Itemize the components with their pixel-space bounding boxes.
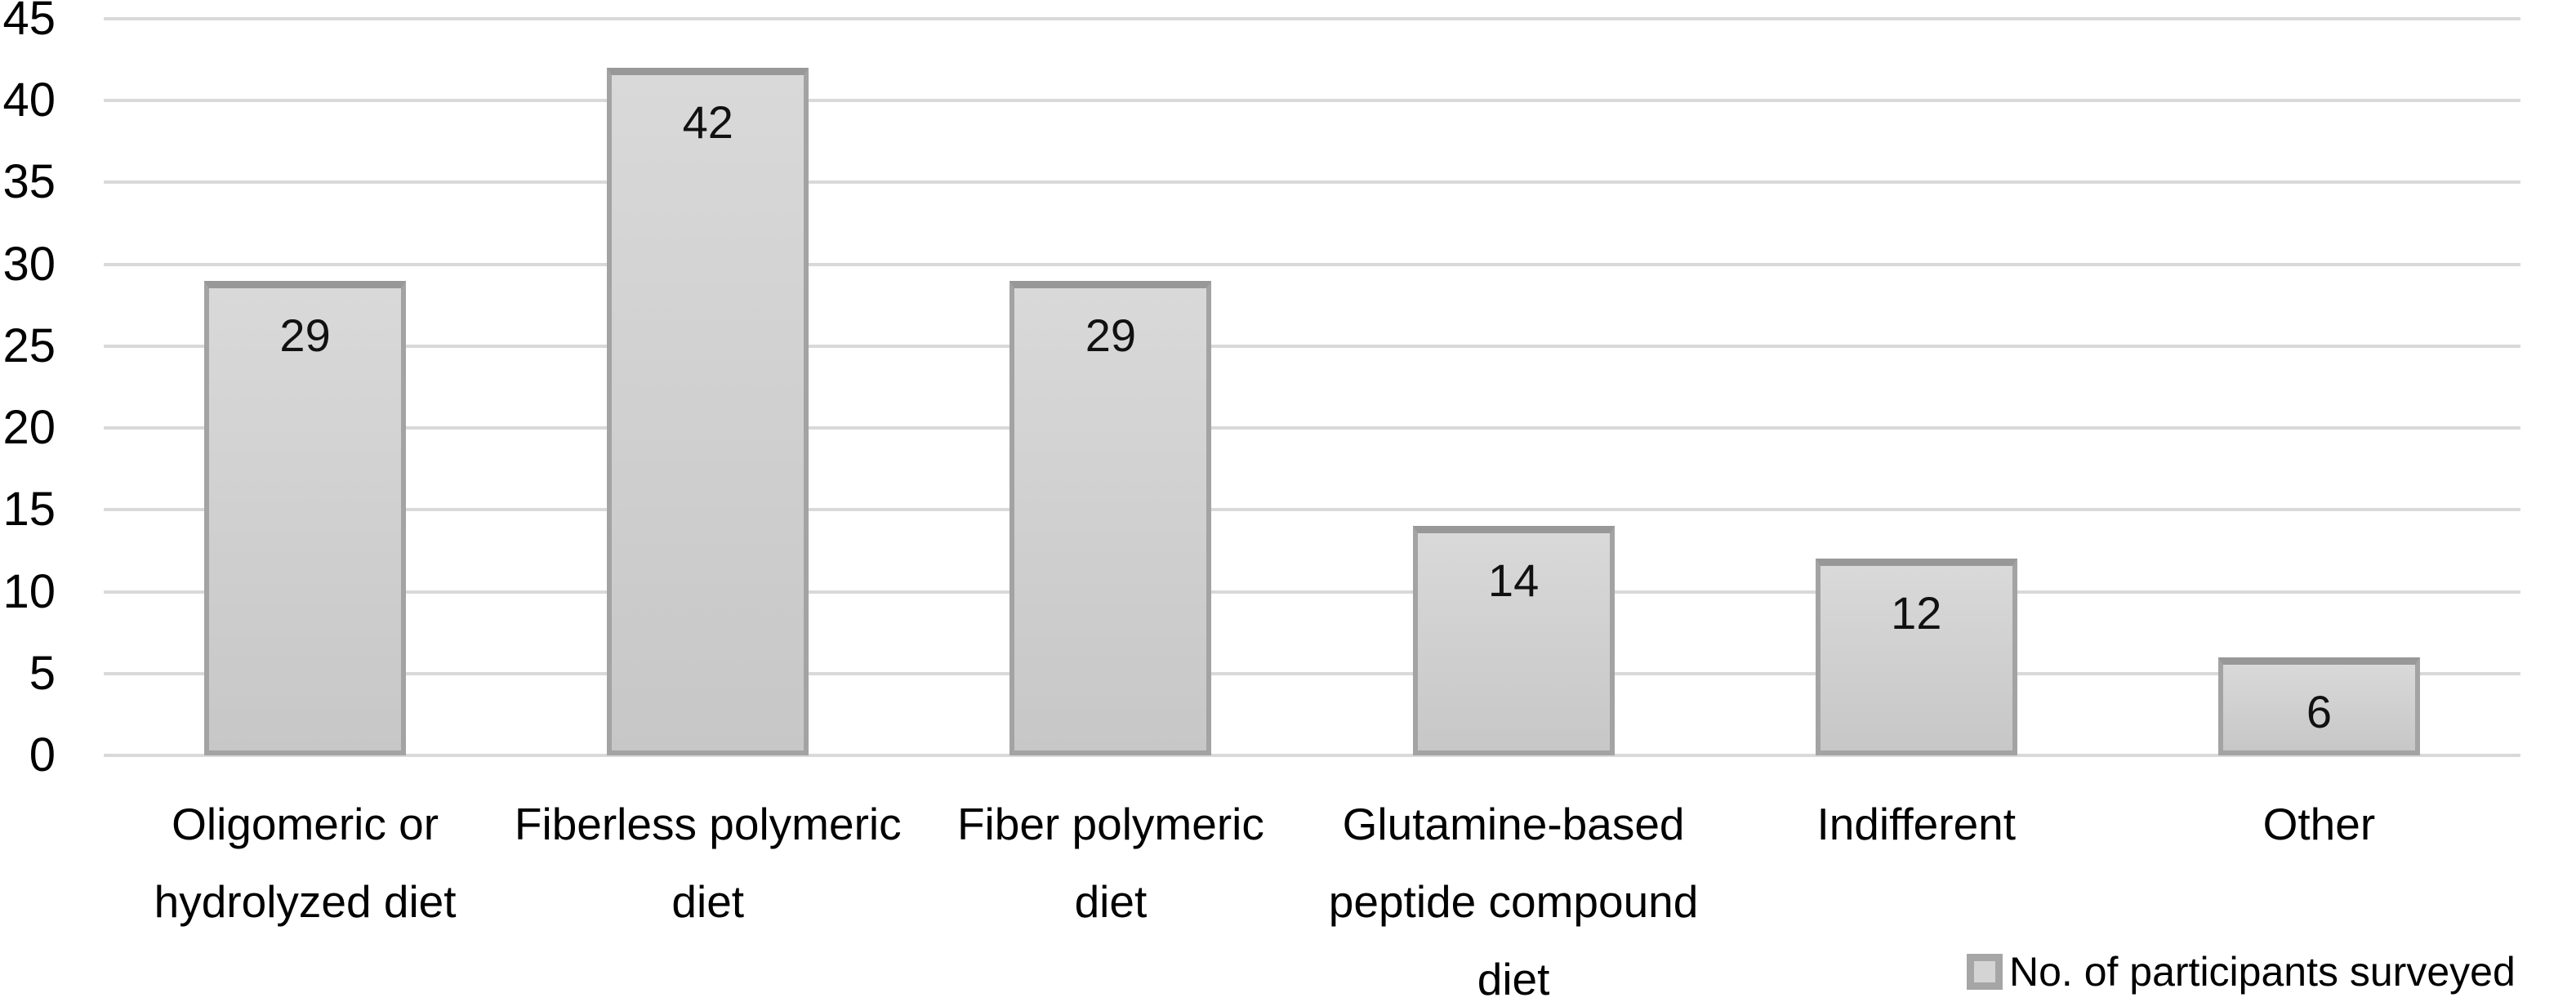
category-label: Indifferent: [1647, 786, 2186, 863]
gridline: [104, 508, 2520, 512]
category-label-line: peptide compound: [1328, 876, 1699, 927]
bar-value-label: 12: [1891, 587, 1942, 639]
category-label: Fiber polymeric diet: [841, 786, 1380, 941]
y-tick-label: 35: [2, 155, 56, 209]
category-label-line: diet: [1074, 876, 1148, 927]
category-label-line: Oligomeric or: [172, 799, 439, 849]
category-label-line: diet: [1477, 954, 1550, 1002]
y-tick-label: 40: [2, 73, 56, 127]
category-label-line: diet: [671, 876, 745, 927]
y-tick-label: 5: [29, 646, 56, 700]
bar: 29: [204, 280, 407, 755]
y-tick-label: 25: [2, 318, 56, 372]
y-tick-label: 0: [29, 728, 56, 782]
gridline: [104, 426, 2520, 430]
gridline: [104, 671, 2520, 675]
bar: 42: [607, 68, 809, 755]
bar-value-label: 14: [1487, 554, 1540, 607]
category-label-line: Other: [2262, 799, 2376, 849]
bar: 14: [1412, 526, 1615, 755]
category-label-line: Indifferent: [1816, 799, 2017, 849]
category-label: Glutamine-based peptide compound diet: [1244, 786, 1783, 1002]
y-tick-label: 45: [2, 0, 56, 45]
legend: No. of participants surveyed: [1967, 949, 2516, 995]
y-tick-label: 10: [2, 564, 56, 618]
gridline: [104, 180, 2520, 185]
gridline: [104, 754, 2520, 757]
bar: 12: [1815, 559, 2017, 755]
category-label: Fiberless polymeric diet: [439, 786, 978, 941]
category-label-line: hydrolyzed diet: [154, 876, 457, 927]
gridline: [104, 262, 2520, 266]
bar-value-label: 6: [2306, 685, 2332, 737]
legend-gray-square-icon: [1967, 954, 2003, 990]
category-label: Other: [2049, 786, 2576, 863]
y-tick-label: 30: [2, 237, 56, 291]
legend-label: No. of participants surveyed: [2009, 949, 2516, 995]
bar-value-label: 29: [1085, 309, 1137, 361]
gridline: [104, 344, 2520, 348]
category-label-line: Fiber polymeric: [956, 799, 1264, 849]
bar-value-label: 42: [682, 96, 733, 149]
bar: 6: [2217, 657, 2420, 755]
category-label-line: Glutamine-based: [1342, 799, 1685, 849]
category-label-line: Fiberless polymeric: [514, 799, 902, 849]
gridline: [104, 17, 2520, 20]
bar-value-label: 29: [279, 309, 331, 361]
category-label: Oligomeric or hydrolyzed diet: [36, 786, 575, 941]
gridline: [104, 590, 2520, 594]
y-tick-label: 15: [2, 483, 56, 537]
y-tick-label: 20: [2, 401, 56, 455]
bar: 29: [1009, 280, 1212, 755]
gridline: [104, 99, 2520, 103]
